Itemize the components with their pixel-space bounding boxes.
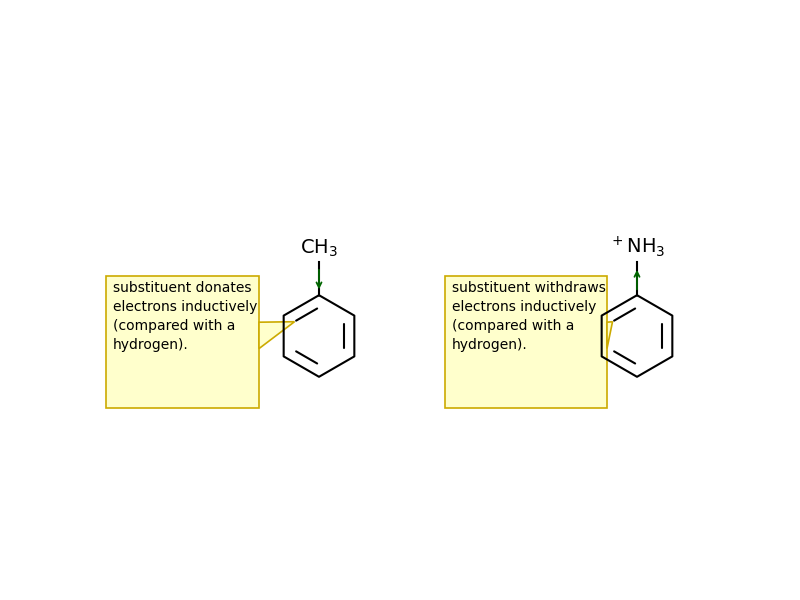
FancyBboxPatch shape xyxy=(106,276,259,408)
Polygon shape xyxy=(607,322,613,349)
FancyBboxPatch shape xyxy=(445,276,607,408)
Text: substituent withdraws
electrons inductively
(compared with a
hydrogen).: substituent withdraws electrons inductiv… xyxy=(452,281,606,352)
Text: substituent donates
electrons inductively
(compared with a
hydrogen).: substituent donates electrons inductivel… xyxy=(114,281,258,352)
Text: $\mathregular{^+NH_3}$: $\mathregular{^+NH_3}$ xyxy=(609,235,666,259)
Text: $\mathregular{CH_3}$: $\mathregular{CH_3}$ xyxy=(300,238,338,259)
Polygon shape xyxy=(259,322,294,349)
